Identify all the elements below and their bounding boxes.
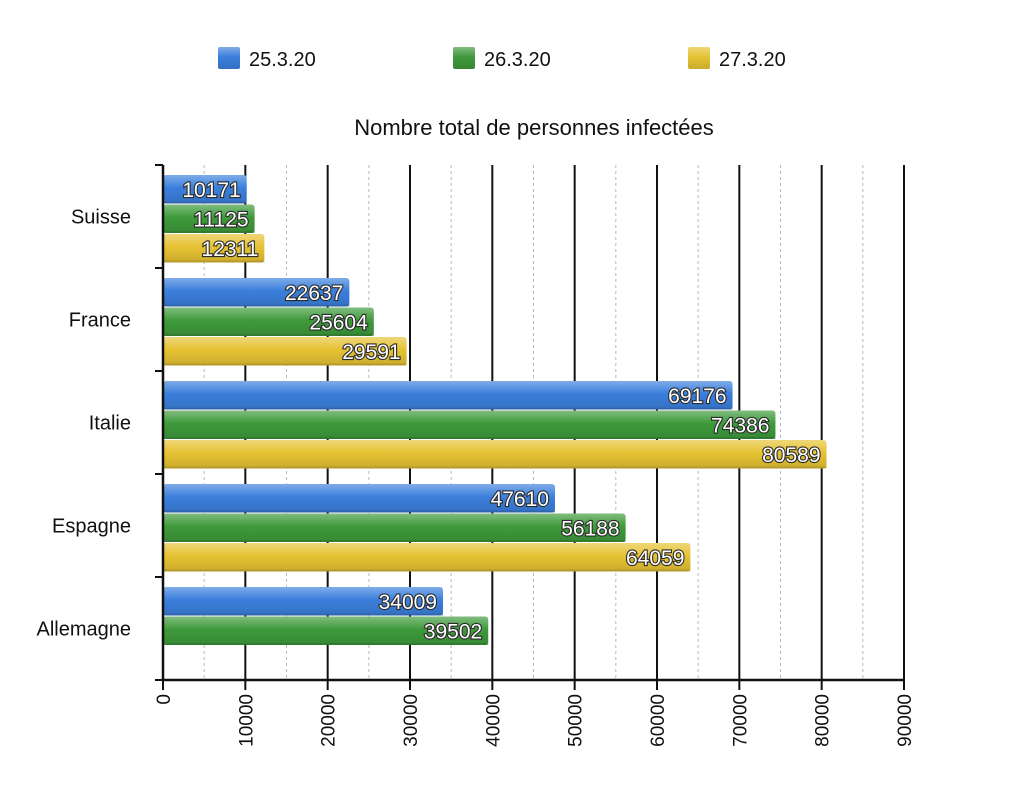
bar-italie-27.3.20 xyxy=(163,440,827,469)
legend-swatch xyxy=(688,47,710,69)
legend-label: 27.3.20 xyxy=(719,49,786,71)
bar-value-label: 10171 xyxy=(182,179,240,202)
bar-allemagne-26.3.20 xyxy=(163,616,489,645)
bar-value-label: 34009 xyxy=(379,591,437,614)
bar-suisse-27.3.20 xyxy=(163,234,265,263)
bar-france-26.3.20 xyxy=(163,307,374,336)
bar-value-label: 74386 xyxy=(711,414,769,437)
bar-value-label: 69176 xyxy=(668,385,726,408)
bar-france-25.3.20 xyxy=(163,278,350,307)
x-tick-label: 80000 xyxy=(813,694,834,747)
bar-shadow xyxy=(163,407,733,410)
x-tick-label: 30000 xyxy=(401,694,422,747)
x-tick-label: 60000 xyxy=(648,694,669,747)
bar-allemagne-25.3.20 xyxy=(163,587,444,616)
bar-shadow xyxy=(163,613,444,616)
x-tick-label: 70000 xyxy=(730,694,751,747)
bar-espagne-27.3.20 xyxy=(163,543,691,572)
axes: Suisse France Italie Espagne Allemagne 0 10000… xyxy=(36,164,916,747)
x-tick-label: 10000 xyxy=(236,694,257,747)
bar-shadow xyxy=(163,260,265,263)
bar-shadow xyxy=(163,540,626,542)
category-label: France xyxy=(69,310,131,332)
chart-title: Nombre total de personnes infectées xyxy=(354,115,714,140)
bar-shadow xyxy=(163,201,247,204)
bar-shadow xyxy=(163,363,407,366)
x-tick-label: 40000 xyxy=(483,694,504,747)
bar-shadow xyxy=(163,231,255,233)
bar-value-label: 64059 xyxy=(626,547,684,570)
x-tick-label: 0 xyxy=(154,694,175,705)
bar-italie-26.3.20 xyxy=(163,410,776,439)
bar-value-label: 80589 xyxy=(762,444,820,467)
bar-shadow xyxy=(163,334,374,336)
bar-shadow xyxy=(163,466,827,469)
legend-swatch xyxy=(218,47,240,69)
bar-value-label: 25604 xyxy=(309,311,368,334)
category-label: Italie xyxy=(89,413,131,435)
bar-value-label: 56188 xyxy=(561,517,619,540)
bar-suisse-26.3.20 xyxy=(163,204,255,233)
legend-label: 26.3.20 xyxy=(484,49,551,71)
bar-value-label: 11125 xyxy=(193,208,248,231)
bar-shadow xyxy=(163,569,691,572)
x-tick-label: 90000 xyxy=(895,694,916,747)
bar-shadow xyxy=(163,510,555,513)
x-tick-label: 50000 xyxy=(566,694,587,747)
x-tick-label: 20000 xyxy=(319,694,340,747)
bar-value-label: 12311 xyxy=(202,238,259,261)
bar-france-27.3.20 xyxy=(163,337,407,366)
bar-value-label: 39502 xyxy=(424,620,482,643)
bar-value-label: 22637 xyxy=(285,282,343,305)
category-label: Allemagne xyxy=(36,619,131,641)
bar-shadow xyxy=(163,643,489,645)
category-label: Suisse xyxy=(71,207,131,229)
bar-shadow xyxy=(163,304,350,307)
category-label: Espagne xyxy=(52,516,131,538)
bar-shadow xyxy=(163,437,776,439)
bar-italie-25.3.20 xyxy=(163,381,733,410)
legend-swatch xyxy=(453,47,475,69)
bar-suisse-25.3.20 xyxy=(163,175,247,204)
bar-espagne-25.3.20 xyxy=(163,484,555,513)
legend: 25.3.20 26.3.20 27.3.20 xyxy=(218,47,786,71)
bars: 10171 11125 12311 22637 25604 29591 69176 74386… xyxy=(163,175,827,645)
bar-espagne-26.3.20 xyxy=(163,513,626,542)
legend-label: 25.3.20 xyxy=(249,49,316,71)
bar-value-label: 29591 xyxy=(342,341,400,364)
bar-value-label: 47610 xyxy=(491,488,549,511)
